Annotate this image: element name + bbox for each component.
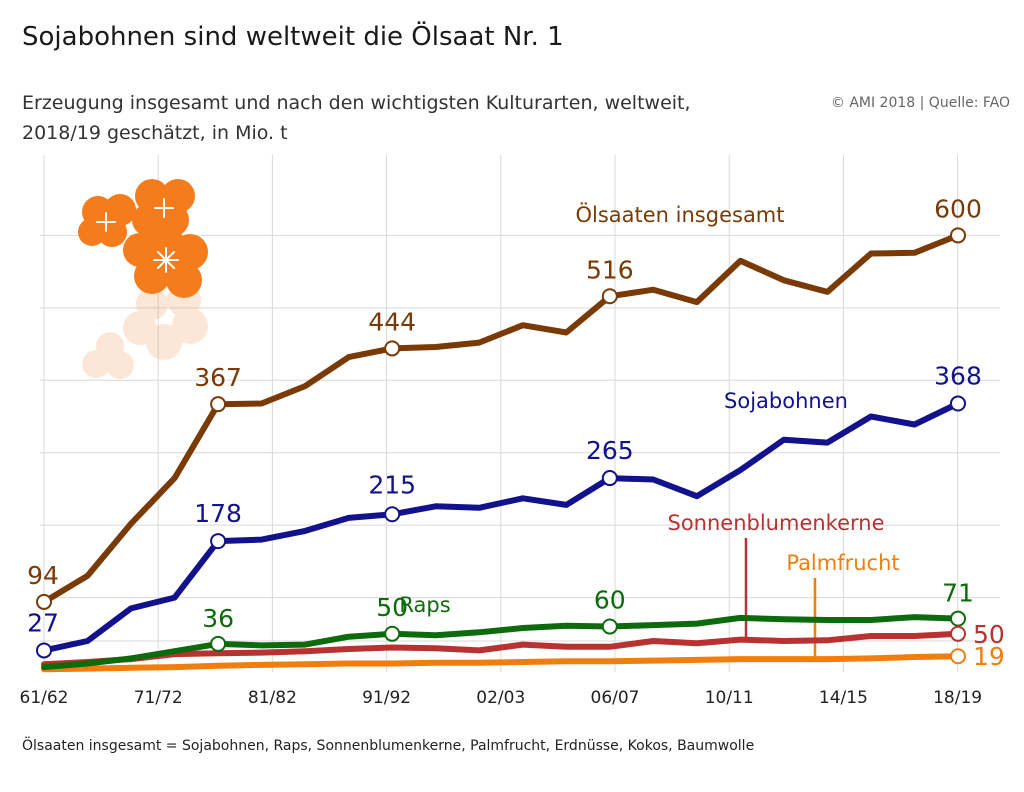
x-tick-label-3: 91/92 [362,688,411,708]
marker-soja-8 [384,506,401,523]
series-line-palm [41,653,961,673]
x-tick-label-6: 10/11 [705,688,754,708]
value-label-soja-8: 215 [368,470,416,499]
value-label-raps-21: 71 [942,579,974,608]
chart-subtitle-line2: 2018/19 geschätzt, in Mio. t [22,122,288,144]
value-label-sonnenblumen-21: 50 [973,620,1005,649]
chart-title: Sojabohnen sind weltweit die Ölsaat Nr. … [22,22,564,52]
marker-oelsaaten-4 [210,396,227,413]
value-label-oelsaaten-13: 516 [586,255,634,284]
x-tick-label-7: 14/15 [819,688,868,708]
flower-logo-icon [78,179,208,379]
series-name-oelsaaten: Ölsaaten insgesamt [575,202,784,227]
series-name-palm: Palmfrucht [786,551,899,575]
x-axis-ticks: 61/62 71/72 81/82 91/92 02/03 06/07 10/11 14/15… [20,688,983,708]
grid-lines [40,155,1000,672]
series-line-oelsaaten [41,232,961,605]
series-name-soja: Sojabohnen [724,389,848,413]
value-label-oelsaaten-21: 600 [934,194,982,223]
series-line-raps [41,614,961,671]
source-note: © AMI 2018 | Quelle: FAO [830,95,1010,111]
marker-soja-21 [950,395,966,412]
marker-oelsaaten-0 [36,593,52,610]
value-label-oelsaaten-8: 444 [368,307,416,336]
marker-sonnenblumen-21 [950,625,966,642]
value-label-palm-21: 19 [973,642,1005,671]
series-line-soja [41,400,961,654]
marker-raps-13 [601,618,618,635]
x-tick-label-2: 81/82 [248,688,297,708]
x-tick-label-1: 71/72 [134,688,183,708]
marker-soja-0 [36,642,52,659]
marker-oelsaaten-13 [601,288,618,305]
value-label-soja-21: 368 [934,361,982,390]
marker-oelsaaten-21 [950,227,966,244]
x-tick-label-0: 61/62 [20,688,69,708]
series-name-labels: Ölsaaten insgesamt Sojabohnen Raps Sonnenbl… [399,202,899,617]
x-tick-label-4: 02/03 [476,688,525,708]
value-label-raps-13: 60 [594,586,626,615]
series-line-sonnenblumen [41,630,961,668]
value-label-raps-8: 50 [376,593,408,622]
value-label-soja-0: 27 [27,608,59,637]
value-label-raps-4: 36 [202,604,234,633]
x-tick-label-8: 18/19 [933,688,982,708]
marker-raps-8 [384,625,401,642]
series-name-raps: Raps [399,593,450,617]
x-tick-label-5: 06/07 [591,688,640,708]
footnote: Ölsaaten insgesamt = Sojabohnen, Raps, S… [22,738,755,754]
data-markers [36,227,966,665]
marker-soja-13 [601,470,618,487]
marker-palm-21 [950,648,966,665]
marker-oelsaaten-8 [384,340,401,357]
marker-raps-4 [210,635,227,652]
marker-raps-21 [950,610,966,627]
value-label-soja-13: 265 [586,436,634,465]
value-label-soja-4: 178 [194,499,242,528]
series-lines [41,232,961,673]
value-label-oelsaaten-0: 94 [27,561,59,590]
marker-soja-4 [210,533,227,550]
chart-subtitle-line1: Erzeugung insgesamt und nach den wichtig… [22,92,691,114]
series-name-sonnenblumen: Sonnenblumenkerne [667,511,884,535]
value-label-oelsaaten-4: 367 [194,363,242,392]
